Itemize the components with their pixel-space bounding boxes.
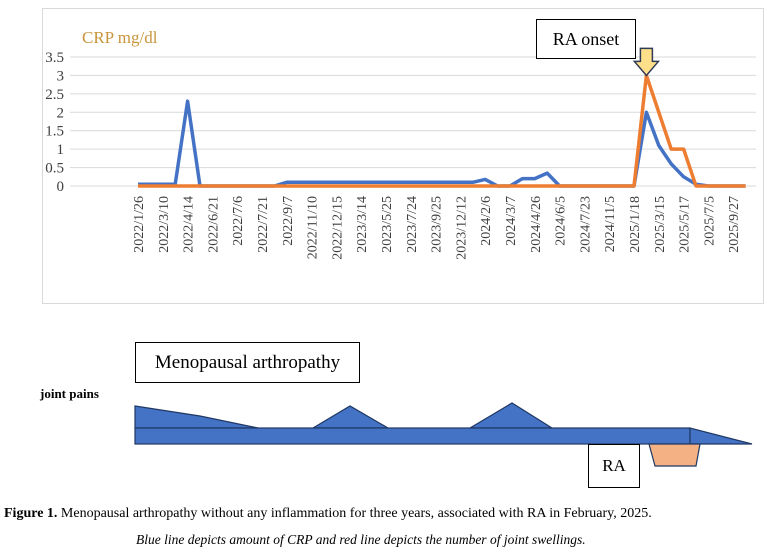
x-tick-label: 2022/6/21 [206, 196, 221, 253]
ra-onset-annotation: RA onset [536, 19, 636, 59]
y-tick-label: 2.5 [45, 87, 64, 103]
x-tick-label: 2022/3/10 [157, 196, 172, 253]
x-tick-label: 2024/3/7 [504, 196, 519, 246]
ra-label: RA [588, 444, 640, 488]
x-tick-label: 2022/12/15 [330, 196, 345, 260]
y-axis-label: CRP mg/dl [82, 28, 158, 47]
x-tick-label: 2023/5/25 [380, 196, 395, 253]
chart-frame [42, 8, 764, 304]
down-arrow-icon [632, 47, 661, 77]
x-tick-label: 2025/7/5 [702, 196, 717, 246]
y-tick-label: 0.5 [45, 161, 64, 177]
x-tick-label: 2022/11/10 [306, 196, 321, 259]
caption-text: Menopausal arthropathy without any infla… [57, 506, 652, 521]
series-lines [138, 73, 746, 188]
y-tick-label: 2 [57, 105, 65, 121]
gridlines [70, 56, 756, 187]
y-axis-ticks: 0 0.5 1 1.5 2 2.5 3 3.5 [45, 50, 64, 195]
x-tick-label: 2025/3/15 [653, 196, 668, 253]
x-tick-label: 2022/1/26 [132, 196, 147, 253]
y-tick-label: 0 [57, 179, 65, 195]
x-axis-ticks: 2022/1/26 2022/3/10 2022/4/14 2022/6/21 2022… [132, 196, 742, 260]
crp-line-chart: 00.511.522.533.5 2022/1/26 2022/3/10 2022/… [45, 47, 756, 260]
arthropathy-bar [134, 427, 691, 445]
x-tick-label: 2022/7/6 [231, 196, 246, 246]
x-tick-label: 2024/4/26 [529, 196, 544, 253]
x-tick-label: 2024/11/5 [603, 196, 618, 252]
x-tick-label: 2025/9/27 [727, 196, 742, 253]
figure-caption: Figure 1. Menopausal arthropathy without… [4, 506, 652, 522]
menopausal-arthropathy-label: Menopausal arthropathy [135, 342, 360, 383]
series-line-crp [138, 99, 746, 188]
y-tick-label: 1 [57, 142, 65, 158]
pain-wedge-start [134, 405, 259, 429]
figure-subcaption: Blue line depicts amount of CRP and red … [136, 532, 586, 547]
series-line-joint-swellings [138, 73, 746, 188]
y-tick-label: 1.5 [45, 124, 64, 140]
x-tick-label: 2023/9/25 [430, 196, 445, 253]
figure-number: Figure 1. [4, 506, 58, 521]
x-tick-label: 2024/7/23 [578, 196, 593, 253]
x-tick-label: 2022/4/14 [182, 196, 197, 253]
x-tick-label: 2025/1/18 [628, 196, 643, 253]
x-tick-label: 2023/12/12 [454, 196, 469, 260]
x-tick-label: 2023/7/24 [405, 196, 420, 253]
x-tick-label: 2022/7/21 [256, 196, 271, 253]
x-tick-label: 2024/2/6 [479, 196, 494, 246]
y-tick-label: 3.5 [45, 50, 64, 66]
x-tick-label: 2025/5/17 [678, 196, 693, 253]
y-tick-label: 3 [57, 68, 65, 84]
pain-bump-2022 [310, 405, 391, 429]
x-tick-label: 2022/9/7 [281, 196, 296, 246]
x-tick-label: 2023/3/14 [355, 196, 370, 253]
pain-taper-end [689, 427, 753, 445]
pain-bump-2024 [467, 402, 555, 429]
x-tick-label: 2024/6/5 [554, 196, 569, 246]
onset-arrow-icon [632, 47, 661, 77]
timeline-diagram [134, 402, 753, 467]
ra-swelling-block [648, 443, 701, 467]
joint-pains-label: joint pains [40, 386, 99, 401]
